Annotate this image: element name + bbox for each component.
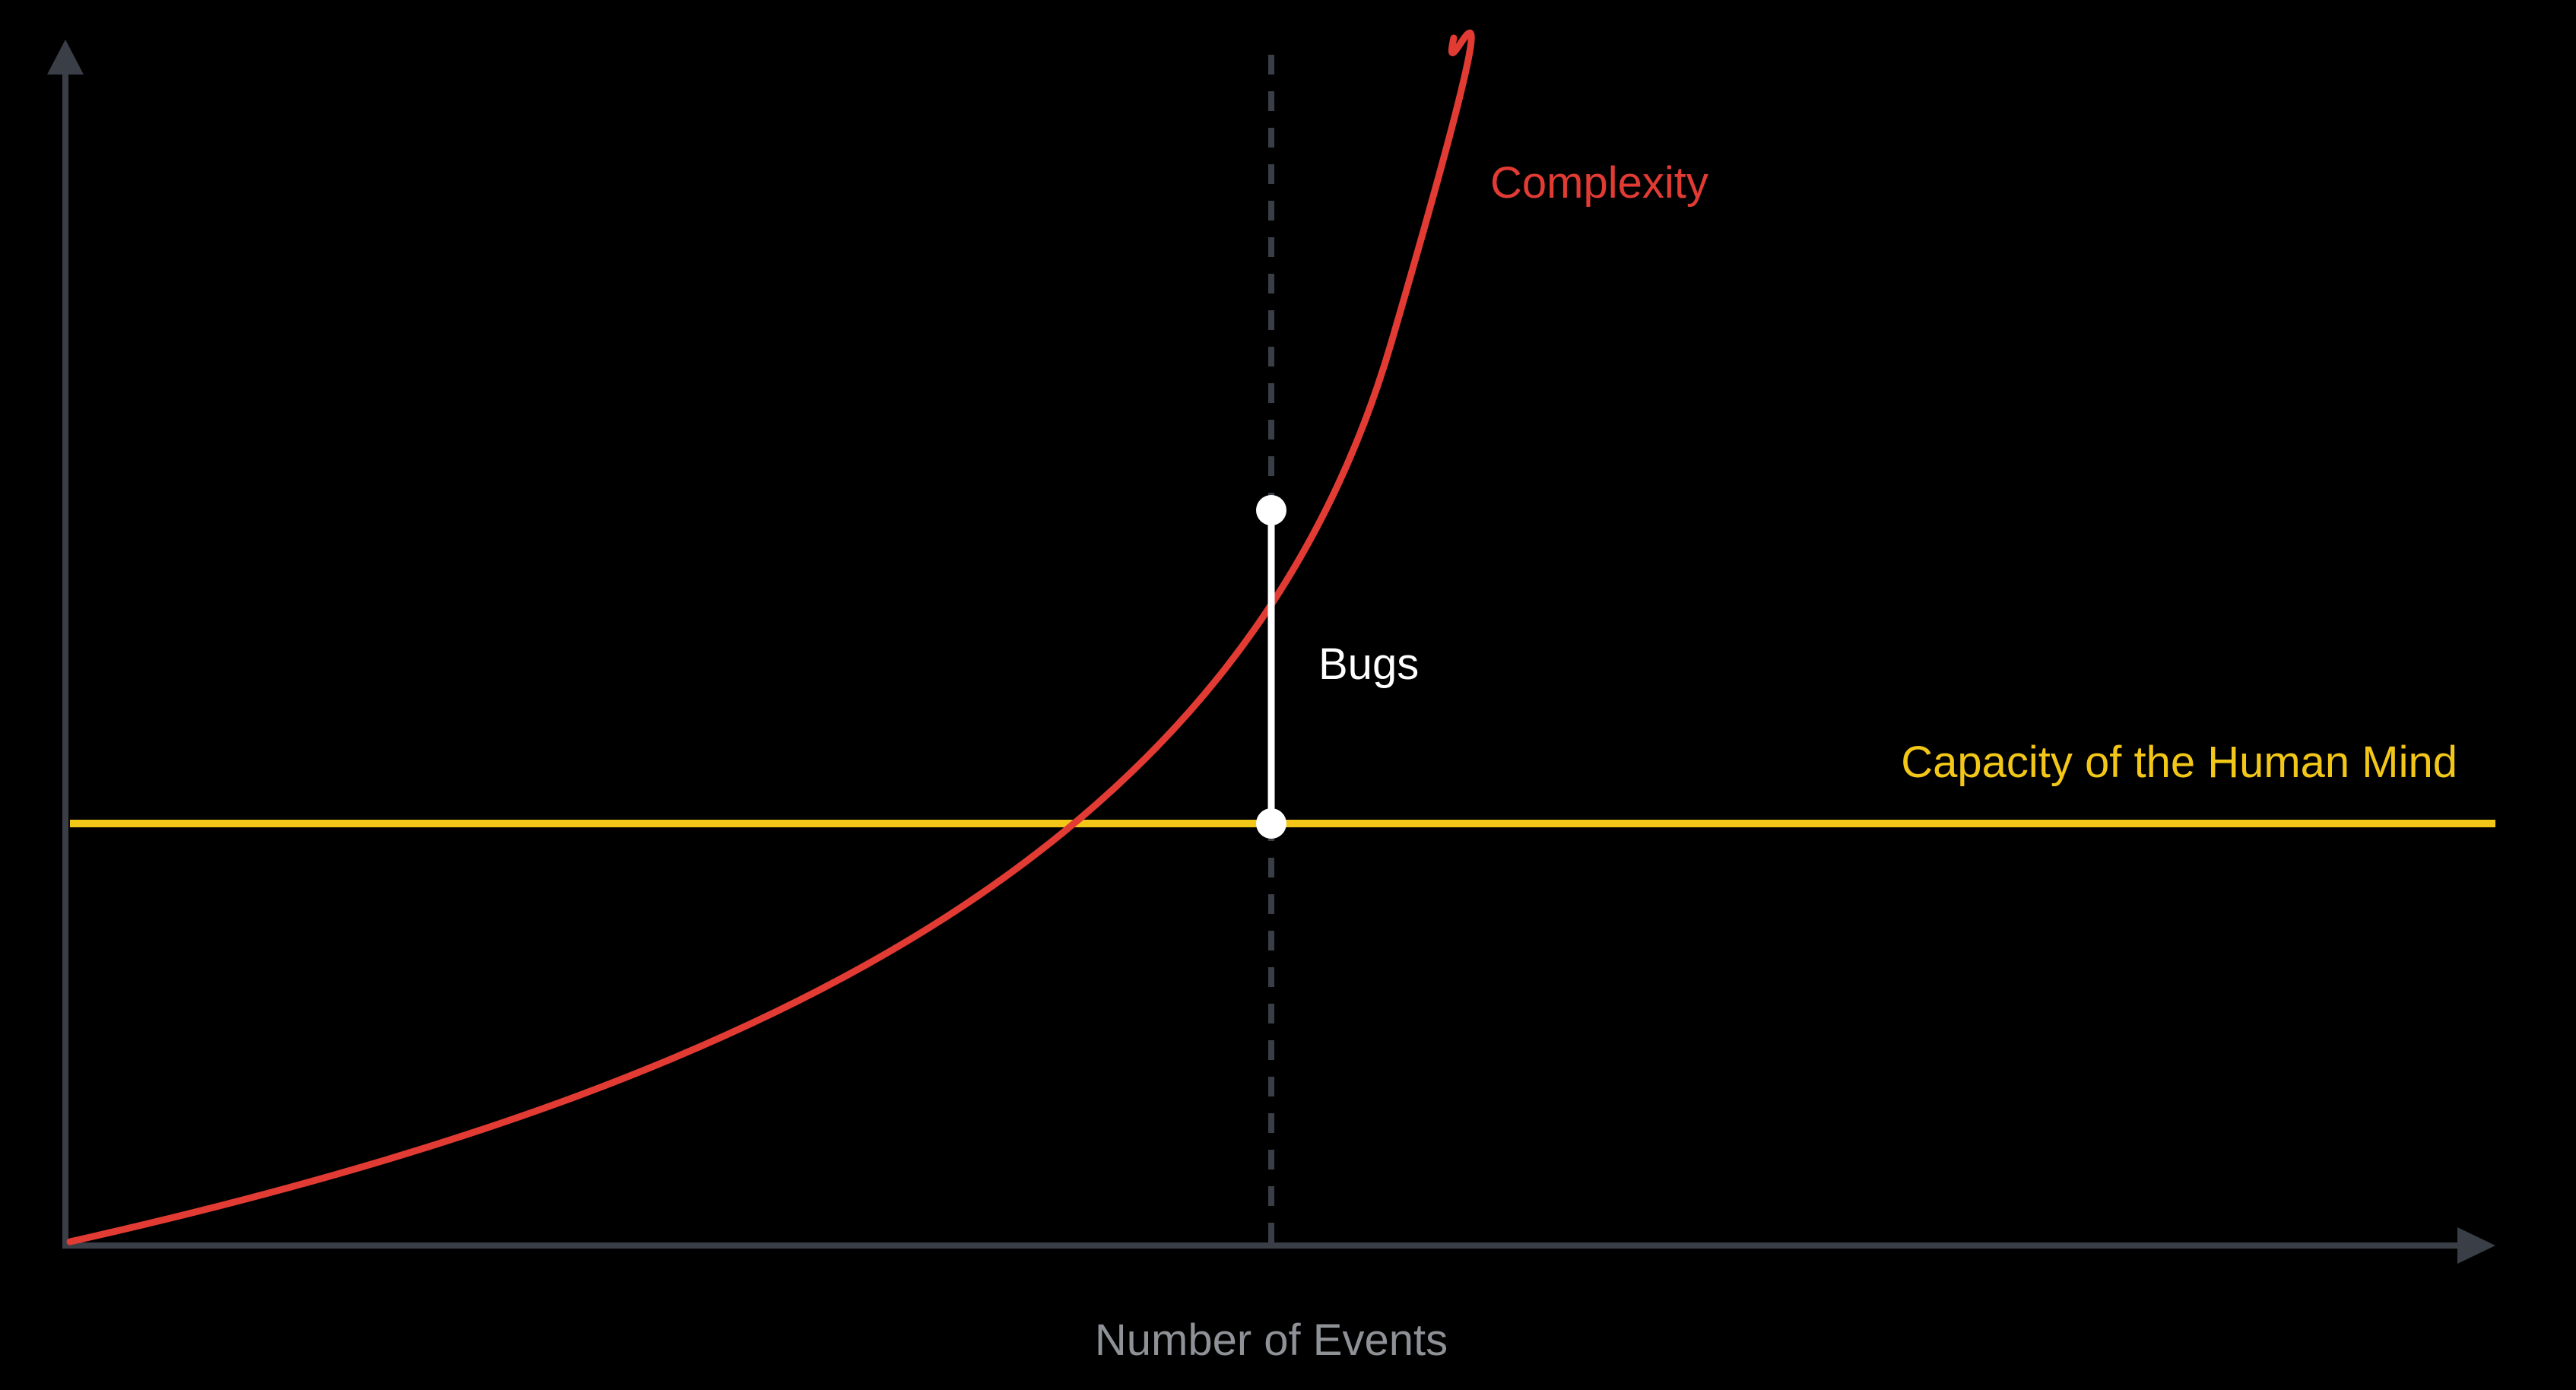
complexity-label: Complexity [1490, 158, 1708, 208]
capacity-label: Capacity of the Human Mind [1901, 738, 2457, 787]
bugs-bottom-point [1256, 808, 1286, 839]
complexity-curve [66, 29, 1475, 1246]
x-axis-label: Number of Events [1095, 1315, 1448, 1365]
y-axis-arrow-icon [47, 40, 84, 75]
axes [47, 40, 2495, 1264]
bugs-top-point [1256, 495, 1286, 525]
bugs-label: Bugs [1318, 639, 1419, 689]
bugs-gap [1256, 495, 1286, 839]
x-axis-arrow-icon [2457, 1227, 2495, 1264]
